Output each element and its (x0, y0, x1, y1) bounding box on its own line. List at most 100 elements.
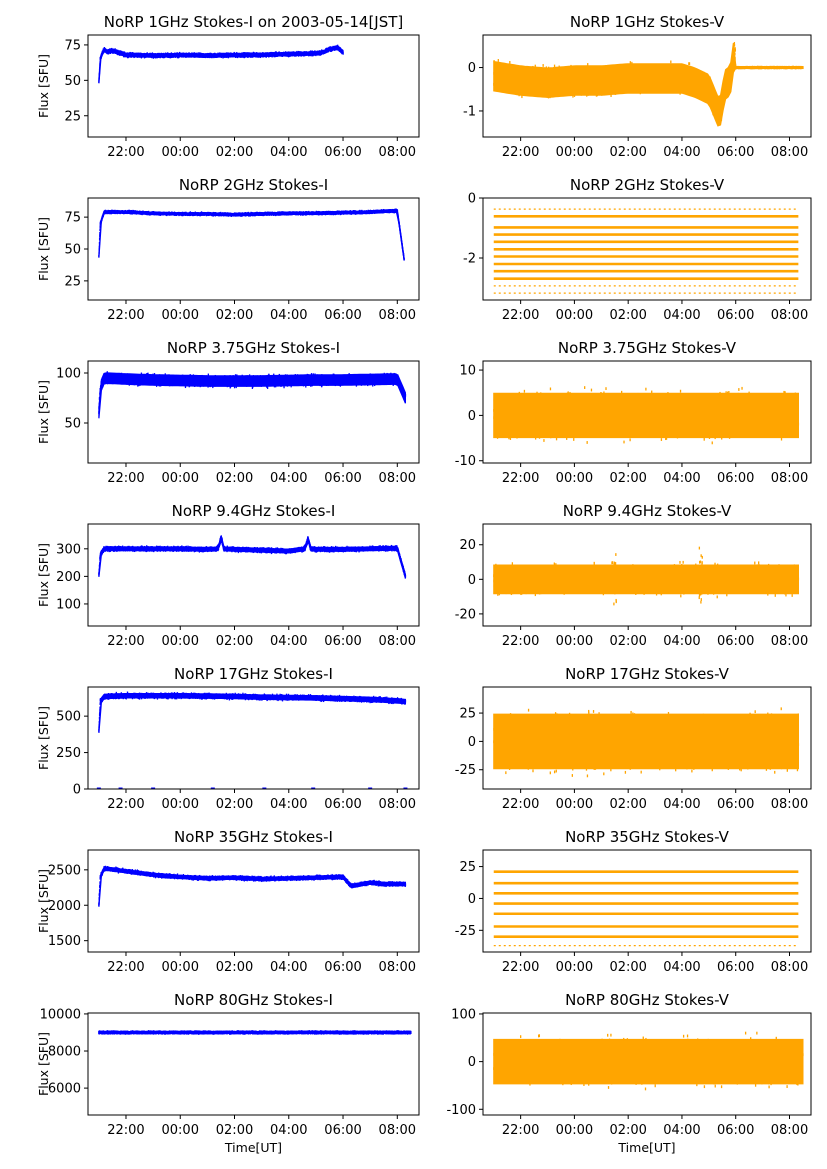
x-tick-label: 00:00 (162, 471, 199, 486)
x-tick-label: 02:00 (609, 1123, 646, 1138)
x-tick-label: 04:00 (663, 960, 700, 975)
axes-frame (482, 197, 812, 301)
x-tick-label: 00:00 (556, 471, 593, 486)
panel-title: NoRP 1GHz Stokes-V (570, 13, 725, 31)
x-tick-label: 22:00 (107, 1123, 144, 1138)
panel-v-17ghz: NoRP 17GHz Stokes-V -25 0 25 22:00 00:00 02:00… (455, 665, 812, 812)
axes-frame (87, 360, 420, 464)
panel-title: NoRP 9.4GHz Stokes-I (172, 502, 336, 520)
plot-area (493, 546, 800, 606)
x-tick-label: 08:00 (379, 797, 416, 812)
plot-area (96, 691, 408, 789)
y-axis-label: Flux [SFU] (36, 543, 51, 607)
y-tick-label: -20 (455, 607, 476, 622)
x-tick-label: 02:00 (216, 471, 253, 486)
x-tick-label: 02:00 (609, 471, 646, 486)
panel-title: NoRP 35GHz Stokes-I (174, 828, 333, 846)
x-tick-label: 22:00 (107, 634, 144, 649)
y-tick-label: 0 (468, 573, 476, 588)
y-tick-label: 1500 (48, 934, 81, 949)
series-band (493, 392, 800, 439)
x-tick-label: 04:00 (270, 145, 307, 160)
x-tick-label: 04:00 (270, 960, 307, 975)
y-tick-label: 8000 (48, 1045, 81, 1060)
plot-area (493, 870, 799, 947)
x-tick-label: 08:00 (379, 145, 416, 160)
x-tick-label: 04:00 (663, 634, 700, 649)
series-band (493, 713, 800, 770)
y-tick-label: 50 (64, 243, 81, 258)
x-tick-label: 02:00 (216, 308, 253, 323)
x-tick-label: 22:00 (502, 145, 539, 160)
panel-title: NoRP 1GHz Stokes-I on 2003-05-14[JST] (104, 13, 404, 31)
x-tick-label: 06:00 (324, 960, 361, 975)
x-tick-label: 02:00 (609, 145, 646, 160)
axes-frame (482, 686, 812, 790)
panel-v-2ghz: NoRP 2GHz Stokes-V -2 0 22:00 00:00 02:00 04:0… (463, 176, 812, 323)
x-tick-label: 00:00 (162, 145, 199, 160)
y-tick-label: 50 (64, 417, 81, 432)
x-tick-label: 08:00 (771, 471, 808, 486)
y-axis-label: Flux [SFU] (36, 54, 51, 118)
x-tick-label: 06:00 (324, 797, 361, 812)
series-band (98, 692, 406, 733)
y-tick-label: 250 (56, 746, 81, 761)
x-tick-label: 22:00 (502, 471, 539, 486)
y-tick-label: 500 (56, 710, 81, 725)
x-tick-label: 08:00 (771, 960, 808, 975)
x-tick-label: 08:00 (771, 145, 808, 160)
x-tick-label: 02:00 (609, 797, 646, 812)
y-axis-label: Flux [SFU] (36, 380, 51, 444)
x-tick-label: 04:00 (270, 1123, 307, 1138)
y-tick-label: 2000 (48, 899, 81, 914)
plot-area (98, 1030, 412, 1035)
panel-title: NoRP 17GHz Stokes-V (565, 665, 730, 683)
x-tick-label: 08:00 (379, 308, 416, 323)
y-tick-label: -100 (446, 1103, 476, 1118)
x-tick-label: 00:00 (556, 1123, 593, 1138)
x-tick-label: 02:00 (609, 308, 646, 323)
y-tick-label: 6000 (48, 1082, 81, 1097)
y-tick-label: 200 (56, 570, 81, 585)
series-band (98, 372, 406, 419)
axes-frame (482, 360, 812, 464)
axes-frame (87, 849, 420, 953)
x-tick-label: 04:00 (663, 308, 700, 323)
x-tick-label: 00:00 (556, 308, 593, 323)
plot-area (493, 41, 804, 127)
plot-area (493, 208, 799, 294)
panel-title: NoRP 3.75GHz Stokes-I (167, 339, 340, 357)
y-tick-label: 25 (64, 109, 81, 124)
series-band (493, 1038, 804, 1085)
x-tick-label: 22:00 (107, 471, 144, 486)
y-tick-label: -10 (455, 454, 476, 469)
y-tick-label: -25 (455, 763, 476, 778)
series-band (493, 564, 800, 595)
x-tick-label: 06:00 (717, 308, 754, 323)
y-tick-label: 0 (468, 409, 476, 424)
x-tick-label: 06:00 (717, 145, 754, 160)
panel-i-94ghz: NoRP 9.4GHz Stokes-I 100 200 300 22:00 00:00 0… (36, 502, 420, 649)
y-tick-label: 2500 (48, 863, 81, 878)
x-tick-label: 00:00 (556, 960, 593, 975)
plot-area (493, 386, 800, 445)
y-tick-label: 50 (64, 74, 81, 89)
x-tick-label: 04:00 (663, 1123, 700, 1138)
x-tick-label: 22:00 (502, 1123, 539, 1138)
series-band (98, 209, 405, 261)
y-tick-label: 25 (459, 860, 476, 875)
plot-area (493, 707, 800, 778)
series-band (493, 43, 804, 127)
panel-i-1ghz: NoRP 1GHz Stokes-I on 2003-05-14[JST] 25 5… (36, 13, 420, 160)
y-tick-label: 100 (451, 1007, 476, 1022)
x-tick-label: 22:00 (502, 634, 539, 649)
x-tick-label: 22:00 (107, 308, 144, 323)
x-tick-label: 02:00 (609, 960, 646, 975)
series-band (98, 535, 406, 579)
y-tick-label: 20 (459, 538, 476, 553)
series-points (98, 44, 344, 84)
x-tick-label: 22:00 (107, 797, 144, 812)
x-tick-label: 22:00 (502, 308, 539, 323)
y-axis-label: Flux [SFU] (36, 869, 51, 933)
panel-i-2ghz: NoRP 2GHz Stokes-I 25 50 75 22:00 00:00 02:00 0… (36, 176, 420, 323)
